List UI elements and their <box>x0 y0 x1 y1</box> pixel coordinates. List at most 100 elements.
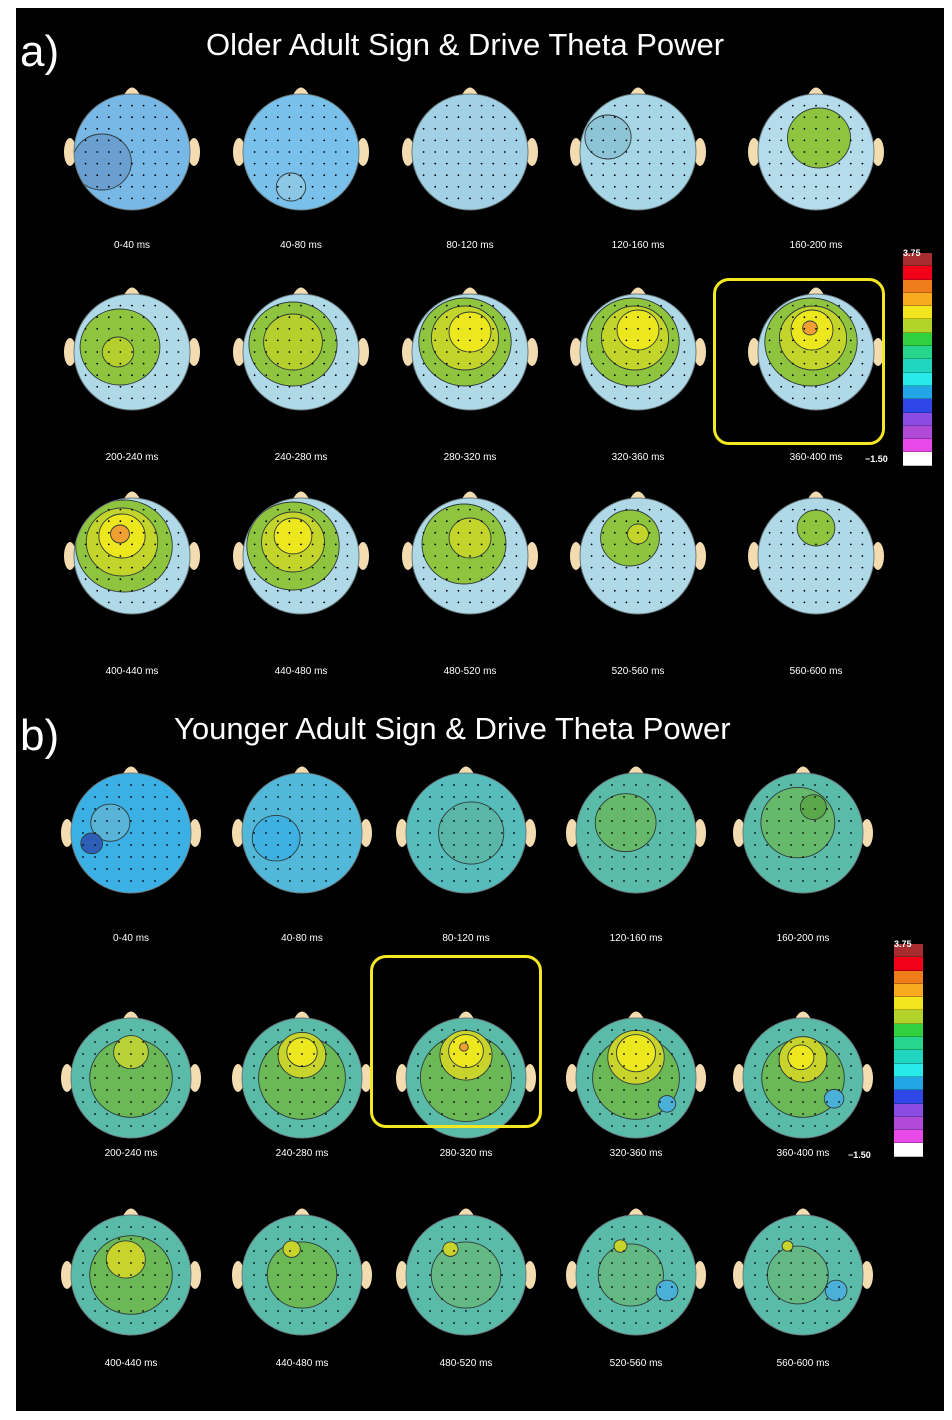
topoplot-b-5 <box>61 1011 201 1139</box>
panel-b-younger-adult: b) Younger Adult Sign & Drive Theta Powe… <box>16 692 944 1411</box>
time-window-label: 160-200 ms <box>776 933 830 944</box>
activity-contour <box>799 794 827 821</box>
topoplot-b-8 <box>566 1011 706 1139</box>
topoplot-b-11 <box>232 1208 372 1336</box>
activity-contour <box>597 1243 664 1307</box>
time-window-label: 160-200 ms <box>789 240 843 251</box>
right-ear-icon <box>524 1064 536 1092</box>
time-window-label: 280-320 ms <box>443 452 497 463</box>
time-window-label: 520-560 ms <box>609 1358 663 1369</box>
activity-contour <box>275 172 307 202</box>
topoplot-a-13 <box>570 491 706 615</box>
time-window-label: 120-160 ms <box>611 240 665 251</box>
panel-b-title: Younger Adult Sign & Drive Theta Power <box>174 711 731 746</box>
electrode-grid <box>253 1029 351 1127</box>
left-ear-icon <box>733 1064 745 1092</box>
right-ear-icon <box>694 338 706 366</box>
colorbar-swatch <box>894 983 923 998</box>
right-ear-icon <box>861 1064 873 1092</box>
colorbar-swatch <box>903 253 932 267</box>
panel-b-colorbar-max: 3.75 <box>894 939 912 949</box>
colorbar-swatch <box>894 1116 923 1131</box>
topoplot-a-3 <box>570 87 706 211</box>
electrode-grid <box>422 508 518 604</box>
time-window-label: 120-160 ms <box>609 933 663 944</box>
colorbar-swatch <box>894 1050 923 1064</box>
electrode-grid <box>587 1029 685 1127</box>
electrode-grid <box>253 304 349 400</box>
activity-contour <box>594 793 657 853</box>
activity-contour <box>781 1240 794 1252</box>
colorbar-swatch <box>894 1143 923 1157</box>
right-ear-icon <box>694 138 706 166</box>
left-ear-icon <box>233 138 245 166</box>
activity-contour <box>787 107 851 169</box>
topoplot-b-7 <box>396 1011 536 1139</box>
colorbar-swatch <box>894 1090 923 1104</box>
activity-contour <box>101 336 135 368</box>
electrode-grid <box>84 104 180 200</box>
time-window-label: 40-80 ms <box>281 933 323 944</box>
left-ear-icon <box>748 138 760 166</box>
left-ear-icon <box>566 819 578 847</box>
topoplot-a-8 <box>570 287 706 411</box>
topoplot-b-13 <box>566 1208 706 1336</box>
time-window-label: 80-120 ms <box>442 933 490 944</box>
activity-contour <box>442 1241 459 1257</box>
time-window-label: 240-280 ms <box>274 452 328 463</box>
electrode-grid <box>417 1226 515 1324</box>
left-ear-icon <box>61 819 73 847</box>
time-window-label: 0-40 ms <box>112 933 150 944</box>
left-ear-icon <box>232 819 244 847</box>
colorbar-swatch <box>903 346 932 360</box>
time-window-label: 480-520 ms <box>443 666 497 677</box>
time-window-label: 360-400 ms <box>776 1148 830 1159</box>
right-ear-icon <box>188 338 200 366</box>
right-ear-icon <box>188 138 200 166</box>
topoplot-b-10 <box>61 1208 201 1336</box>
colorbar-swatch <box>894 970 923 984</box>
left-ear-icon <box>61 1064 73 1092</box>
activity-contour <box>627 523 649 545</box>
colorbar-swatch <box>894 1063 923 1077</box>
topoplot-a-5 <box>64 287 200 411</box>
electrode-grid <box>82 1029 180 1127</box>
left-ear-icon <box>402 138 414 166</box>
left-ear-icon <box>402 542 414 570</box>
right-ear-icon <box>357 338 369 366</box>
right-ear-icon <box>872 542 884 570</box>
panel-b-colorbar <box>894 944 923 1157</box>
time-window-label: 200-240 ms <box>104 1148 158 1159</box>
activity-contour <box>655 1279 679 1302</box>
activity-contour <box>766 1245 829 1305</box>
left-ear-icon <box>570 542 582 570</box>
right-ear-icon <box>694 819 706 847</box>
right-ear-icon <box>524 1261 536 1289</box>
topoplot-b-2 <box>396 766 536 894</box>
topoplot-a-6 <box>233 287 369 411</box>
time-window-label: 440-480 ms <box>274 666 328 677</box>
time-window-label: 480-520 ms <box>439 1358 493 1369</box>
right-ear-icon <box>360 1261 372 1289</box>
right-ear-icon <box>357 542 369 570</box>
electrode-grid <box>417 1029 515 1127</box>
right-ear-icon <box>526 338 538 366</box>
electrode-grid <box>590 508 686 604</box>
left-ear-icon <box>733 1261 745 1289</box>
time-window-label: 320-360 ms <box>609 1148 663 1159</box>
activity-contour <box>823 1088 845 1109</box>
right-ear-icon <box>861 819 873 847</box>
colorbar-swatch <box>894 944 923 958</box>
electrode-grid <box>82 784 180 882</box>
left-ear-icon <box>733 819 745 847</box>
topoplot-a-4 <box>748 87 884 211</box>
left-ear-icon <box>570 338 582 366</box>
colorbar-swatch <box>903 266 932 280</box>
electrode-grid <box>422 104 518 200</box>
activity-contour <box>616 309 660 351</box>
left-ear-icon <box>64 338 76 366</box>
colorbar-swatch <box>903 372 932 386</box>
panel-a-highlight-frame <box>713 278 885 445</box>
left-ear-icon <box>232 1261 244 1289</box>
left-ear-icon <box>61 1261 73 1289</box>
